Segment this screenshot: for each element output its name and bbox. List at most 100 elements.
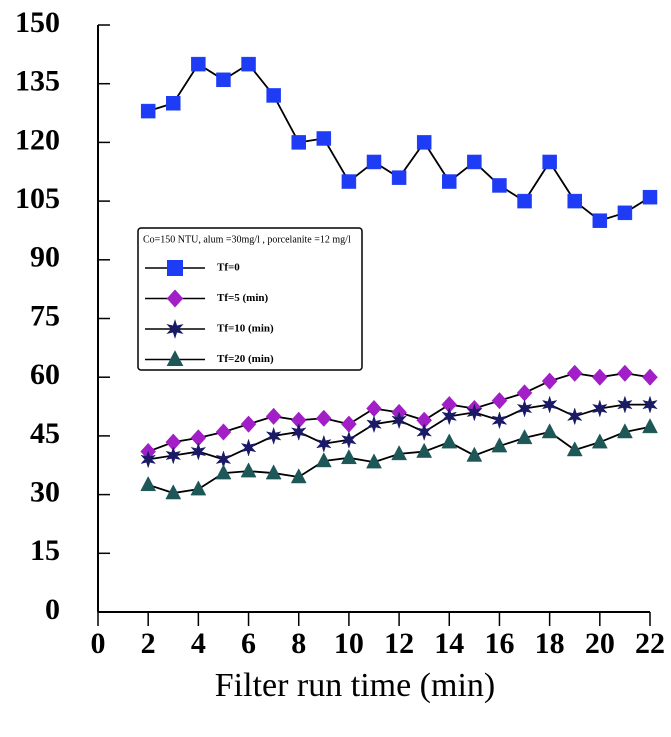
marker <box>617 395 633 414</box>
marker <box>516 399 533 418</box>
marker <box>265 464 282 480</box>
marker <box>516 384 533 402</box>
marker <box>215 464 232 480</box>
marker <box>140 103 156 119</box>
marker <box>441 433 458 449</box>
legend-box <box>137 227 363 371</box>
marker <box>316 131 332 146</box>
marker <box>591 433 608 449</box>
marker <box>492 178 507 193</box>
marker <box>617 205 633 221</box>
x-tick-label: 4 <box>191 627 206 660</box>
marker <box>366 399 382 418</box>
marker <box>542 154 557 170</box>
y-tick-label: 105 <box>15 182 60 215</box>
marker <box>340 449 357 465</box>
legend-marker <box>166 289 184 308</box>
marker <box>416 422 433 442</box>
marker <box>541 395 558 414</box>
legend-marker <box>166 319 184 339</box>
y-tick-label: 15 <box>30 534 60 567</box>
x-tick-label: 0 <box>91 627 106 660</box>
y-tick-label: 120 <box>15 123 60 156</box>
legend-label: Tf=5 (min) <box>217 292 269 304</box>
y-tick-label: 90 <box>30 241 60 274</box>
marker <box>591 368 608 386</box>
marker <box>642 418 658 434</box>
marker <box>240 415 257 433</box>
marker <box>166 96 181 111</box>
marker <box>441 407 458 426</box>
marker <box>290 468 307 484</box>
x-tick-label: 22 <box>635 627 665 660</box>
marker <box>315 434 332 453</box>
x-tick-label: 6 <box>241 627 256 660</box>
marker <box>140 476 157 492</box>
marker <box>190 442 207 461</box>
marker <box>240 462 257 478</box>
marker <box>341 174 357 189</box>
marker <box>366 415 382 434</box>
marker <box>391 411 407 430</box>
marker <box>567 193 582 209</box>
x-axis-label: Filter run time (min) <box>215 667 495 704</box>
marker <box>165 484 182 500</box>
y-tick-label: 30 <box>30 475 60 508</box>
marker <box>215 423 232 441</box>
marker <box>642 189 658 205</box>
marker <box>566 407 583 426</box>
marker <box>241 56 256 72</box>
x-tick-label: 18 <box>535 627 565 660</box>
marker <box>491 392 508 410</box>
marker <box>467 154 482 170</box>
marker <box>442 174 457 189</box>
marker <box>391 170 407 185</box>
marker <box>616 423 633 439</box>
marker <box>266 88 281 103</box>
marker <box>290 422 307 442</box>
y-tick-label: 75 <box>30 299 60 332</box>
marker <box>566 364 583 382</box>
legend-label: Tf=10 (min) <box>217 323 274 335</box>
marker <box>592 213 608 228</box>
marker <box>516 429 533 445</box>
legend-label: Tf=20 (min) <box>217 353 274 365</box>
marker <box>517 193 532 209</box>
marker <box>240 438 257 457</box>
marker <box>216 72 231 88</box>
marker <box>617 364 633 382</box>
marker <box>191 56 206 72</box>
marker <box>315 452 332 468</box>
marker <box>642 368 658 386</box>
y-tick-label: 60 <box>30 358 60 391</box>
marker <box>265 426 282 445</box>
marker <box>165 446 182 465</box>
x-tick-label: 12 <box>384 627 414 660</box>
x-tick-label: 10 <box>334 627 364 660</box>
marker <box>190 480 207 496</box>
legend-title: Co=150 NTU, alum =30mg/l , porcelanite =… <box>143 234 351 245</box>
x-tick-label: 16 <box>484 627 514 660</box>
marker <box>366 453 382 469</box>
marker <box>391 445 408 461</box>
legend-marker <box>167 260 183 276</box>
marker <box>140 450 157 469</box>
marker <box>341 430 357 449</box>
marker <box>591 399 608 418</box>
x-tick-label: 20 <box>585 627 615 660</box>
x-tick-label: 2 <box>141 627 156 660</box>
marker <box>416 442 433 458</box>
y-tick-label: 150 <box>15 6 60 39</box>
legend-marker <box>166 350 184 366</box>
marker <box>541 423 558 439</box>
marker <box>341 415 357 433</box>
marker <box>416 135 432 150</box>
marker <box>466 446 483 462</box>
y-tick-label: 45 <box>30 417 60 450</box>
marker <box>265 407 282 425</box>
marker <box>491 411 508 430</box>
y-tick-label: 135 <box>15 65 60 98</box>
x-tick-label: 8 <box>291 627 306 660</box>
legend-label: Tf=0 <box>217 262 240 274</box>
marker <box>315 409 332 427</box>
